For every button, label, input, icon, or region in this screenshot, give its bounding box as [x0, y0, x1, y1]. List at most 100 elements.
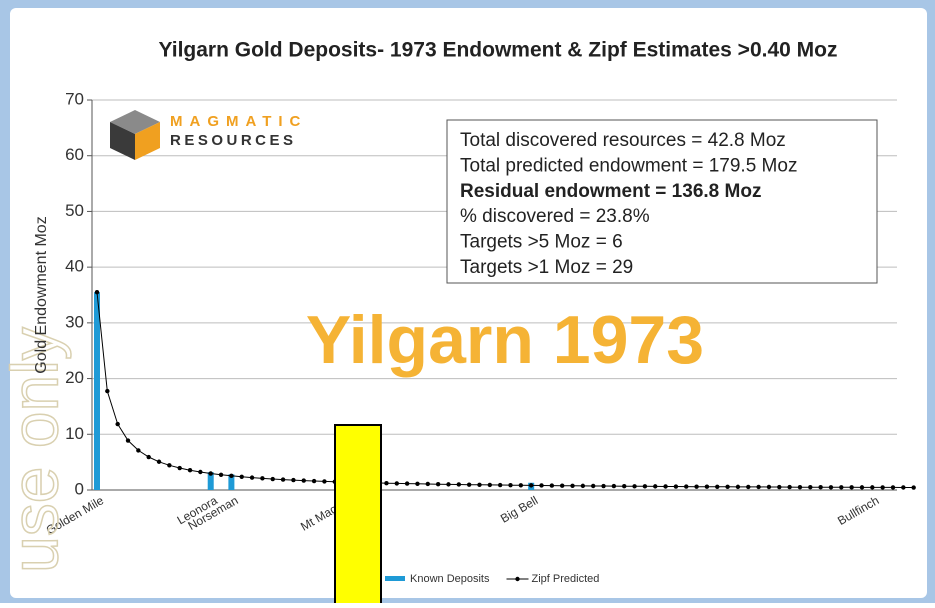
point: [508, 482, 513, 488]
point: [849, 485, 854, 490]
point: [694, 484, 699, 489]
point: [559, 483, 565, 488]
point: [684, 484, 689, 489]
legend-swatch: [385, 576, 405, 581]
point: [632, 484, 637, 489]
logo: MAGMATIC RESOURCES: [110, 110, 307, 160]
point: [239, 474, 244, 479]
point: [828, 485, 834, 490]
stats-line: Residual endowment = 136.8 Moz: [460, 181, 761, 202]
point: [663, 484, 668, 489]
watermark: Yilgarn 1973: [306, 302, 704, 378]
point: [622, 484, 627, 489]
point: [518, 483, 524, 488]
point: [911, 485, 916, 490]
point: [611, 483, 617, 489]
y-axis-label: Gold Endowment Moz: [33, 216, 50, 373]
y-tick-label: 30: [65, 312, 84, 331]
point: [167, 463, 172, 468]
side-watermark: use only: [0, 327, 71, 573]
legend-label: Zipf Predicted: [532, 573, 600, 585]
point: [156, 459, 162, 464]
point: [311, 478, 317, 484]
point: [591, 483, 596, 489]
stats-line: Targets >1 Moz = 29: [460, 257, 633, 278]
point: [570, 483, 575, 488]
legend: Known Deposits Zipf Predicted: [385, 573, 599, 585]
point: [725, 484, 730, 490]
point: [704, 484, 710, 489]
point: [208, 471, 213, 476]
point: [497, 482, 503, 488]
logo-line2: RESOURCES: [170, 132, 297, 149]
logo-cube-left: [110, 122, 135, 160]
y-tick-label: 70: [65, 89, 84, 108]
point: [549, 483, 555, 488]
point: [404, 481, 410, 486]
point: [187, 468, 193, 473]
point: [797, 484, 803, 490]
point: [787, 484, 792, 490]
point: [901, 485, 906, 490]
y-tick-label: 60: [65, 145, 84, 164]
point: [115, 421, 120, 427]
point: [642, 484, 648, 489]
point: [777, 484, 782, 490]
point: [756, 484, 761, 490]
point: [94, 290, 100, 295]
legend-swatch-dot: [515, 576, 520, 582]
point: [477, 482, 482, 488]
point: [890, 485, 896, 490]
point: [270, 476, 275, 482]
logo-line1: MAGMATIC: [170, 113, 307, 130]
y-tick-label: 20: [65, 368, 84, 387]
overlay-box: [334, 424, 382, 606]
point: [146, 454, 151, 460]
point: [870, 485, 875, 490]
point: [735, 484, 741, 490]
bar: [207, 472, 214, 490]
point: [198, 469, 203, 475]
point: [177, 465, 182, 471]
y-tick-label: 10: [65, 424, 84, 443]
point: [528, 483, 534, 488]
point: [580, 483, 586, 489]
point: [539, 483, 544, 488]
point: [880, 485, 885, 490]
stats-box: [446, 119, 878, 284]
y-tick-label: 50: [65, 201, 84, 220]
point: [446, 482, 451, 487]
point: [322, 479, 327, 484]
point: [766, 484, 772, 490]
point: [425, 481, 431, 487]
bar: [94, 292, 100, 490]
point: [456, 482, 462, 487]
point: [280, 477, 286, 482]
bar: [228, 474, 235, 490]
y-tick-label: 0: [75, 479, 84, 498]
point: [673, 484, 679, 489]
stats: Total discovered resources = 42.8 Moz Tot…: [460, 130, 797, 278]
stats-line: Total discovered resources = 42.8 Moz: [460, 130, 786, 151]
point: [291, 477, 296, 483]
point: [125, 438, 131, 443]
stats-line: Targets >5 Moz = 6: [460, 232, 623, 253]
point: [435, 482, 441, 487]
point: [301, 478, 306, 483]
logo-cube-right: [135, 122, 160, 160]
stats-line: % discovered = 23.8%: [460, 206, 650, 227]
point: [229, 473, 234, 479]
point: [601, 483, 606, 489]
point: [715, 484, 720, 489]
point: [746, 484, 751, 490]
point: [808, 484, 813, 490]
y-tick-label: 40: [65, 257, 84, 276]
point: [249, 475, 255, 480]
point: [384, 481, 389, 486]
point: [487, 482, 493, 488]
point: [415, 481, 420, 487]
point: [136, 448, 141, 453]
point: [818, 485, 823, 490]
point: [859, 485, 865, 490]
